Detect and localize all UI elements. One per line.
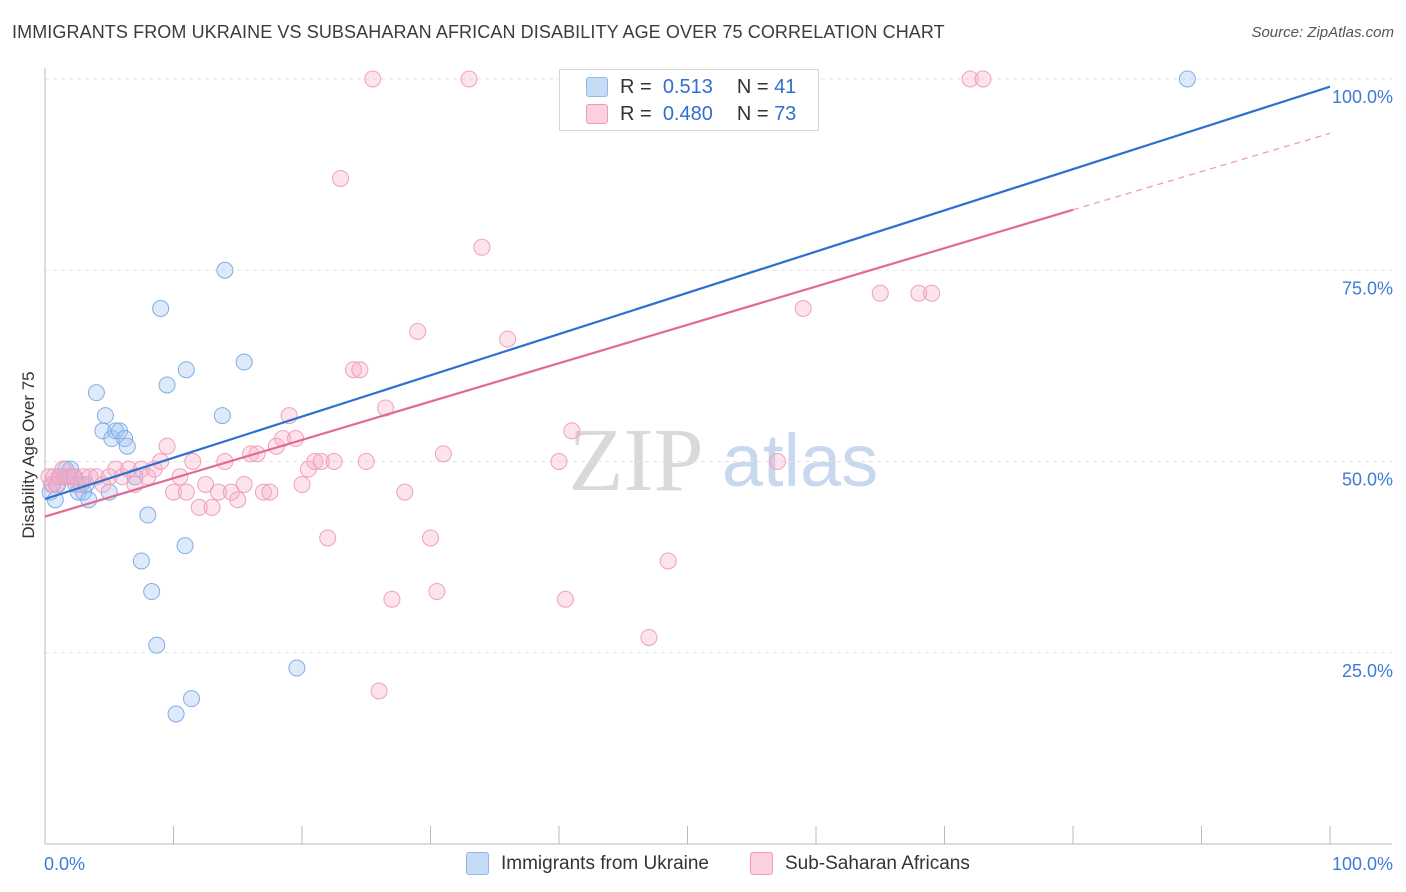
subsaharan-point [422,529,439,547]
subsaharan-point [396,483,414,501]
subsaharan-point [332,169,350,187]
subsaharan-point [910,284,928,302]
y-tick-label: 75.0% [1342,278,1393,298]
subsaharan-point [203,498,221,516]
y-axis-label: Disability Age Over 75 [19,371,38,538]
ukraine-point [288,659,306,677]
legend-n-value: 73 [774,102,797,125]
legend-swatch-subsaharan [586,104,608,124]
bottom-legend-label-subsaharan: Sub-Saharan Africans [785,852,970,874]
ukraine-trend-line [44,85,1331,501]
watermark-atlas: atlas [722,419,878,502]
subsaharan-point [197,475,215,493]
subsaharan-point [165,483,182,501]
subsaharan-point [794,300,812,317]
subsaharan-point [563,422,581,440]
ukraine-point [182,690,200,708]
subsaharan-point [254,483,272,501]
subsaharan-point [974,70,992,88]
ukraine-point [176,537,194,555]
bottom-legend-swatch-subsaharan [750,852,773,875]
subsaharan-trend-extension [1072,132,1331,211]
subsaharan-point [923,284,941,302]
y-tick-label: 100.0% [1332,87,1393,107]
subsaharan-point [319,529,337,547]
subsaharan-point [177,483,195,501]
subsaharan-point [158,437,176,455]
subsaharan-point [556,590,574,608]
subsaharan-point [351,361,369,379]
subsaharan-point [499,330,517,348]
subsaharan-point [409,322,427,340]
subsaharan-point [312,453,330,470]
legend-row-subsaharan: R = 0.480 N = 73 [586,102,796,126]
ukraine-point [216,261,234,279]
ukraine-point [132,552,150,570]
subsaharan-point [184,453,202,470]
subsaharan-point [383,590,401,608]
subsaharan-point [768,453,786,470]
subsaharan-point [640,628,658,646]
y-tick-label: 50.0% [1342,470,1393,490]
subsaharan-point [66,468,84,486]
subsaharan-point [659,552,677,570]
subsaharan-point [229,491,247,509]
subsaharan-point [550,453,568,470]
y-tick-label: 25.0% [1342,661,1393,681]
subsaharan-point [190,498,208,516]
subsaharan-point [460,70,478,88]
source-label: Source: ZipAtlas.com [1251,24,1394,41]
subsaharan-point [209,483,227,501]
legend-r-value: 0.513 [662,75,713,98]
ukraine-point [148,636,166,654]
bottom-legend-subsaharan: Sub-Saharan Africans [750,852,970,875]
bottom-legend-swatch-ukraine [466,852,489,875]
legend-n-value: 41 [774,75,797,98]
subsaharan-point [473,238,491,256]
x-tick-label: 100.0% [1332,854,1393,874]
legend-swatch-ukraine [586,77,608,97]
subsaharan-point [428,583,446,601]
bottom-legend-ukraine: Immigrants from Ukraine [466,852,709,875]
ukraine-point [1178,70,1196,88]
subsaharan-point [293,475,311,493]
ukraine-point [96,407,114,425]
chart-title: IMMIGRANTS FROM UKRAINE VS SUBSAHARAN AF… [12,22,945,42]
subsaharan-point [344,361,362,379]
legend-row-ukraine: R = 0.513 N = 41 [586,75,796,99]
subsaharan-point [357,453,375,470]
subsaharan-point [235,475,253,493]
legend-r-label: R = [620,75,652,98]
x-tick-label: 0.0% [44,854,85,874]
ukraine-point [213,407,231,425]
subsaharan-point [261,483,279,501]
subsaharan-point [370,682,388,700]
legend-r-value: 0.480 [662,102,713,125]
subsaharan-trend-line [44,208,1074,518]
watermark-zip: ZIP [569,411,704,510]
subsaharan-point [871,284,889,302]
ukraine-point [177,361,195,379]
subsaharan-point [961,70,979,88]
ukraine-point [152,300,170,317]
subsaharan-point [75,468,93,486]
ukraine-point [167,705,185,723]
subsaharan-point [325,453,343,470]
correlation-legend: R = 0.513 N = 41 R = 0.480 N = 73 [559,69,819,131]
ukraine-point [118,437,136,455]
ukraine-point [235,353,253,371]
subsaharan-point [434,445,452,463]
legend-r-label: R = [620,102,652,125]
subsaharan-point [306,453,324,470]
legend-n-label: N = [736,102,769,125]
ukraine-point [143,583,161,601]
ukraine-point [139,506,157,524]
bottom-legend-label-ukraine: Immigrants from Ukraine [501,852,709,874]
legend-n-label: N = [736,75,769,98]
subsaharan-point [364,70,382,88]
ukraine-point [158,376,176,394]
ukraine-point [87,384,105,402]
